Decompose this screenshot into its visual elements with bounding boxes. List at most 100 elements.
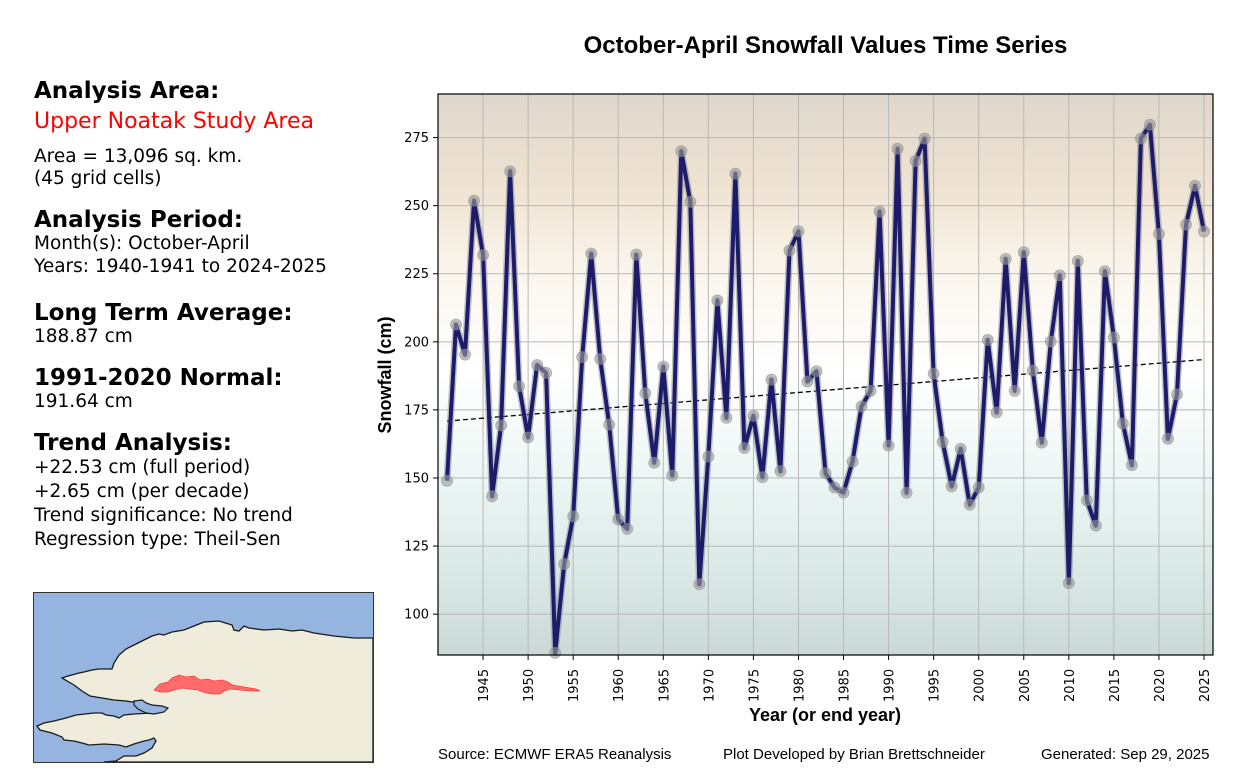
years: Years: 1940-1941 to 2024-2025 [34, 256, 327, 277]
data-point [486, 490, 499, 503]
area-name: Upper Noatak Study Area [34, 109, 314, 134]
data-point [1080, 494, 1093, 507]
long-term-average-heading: Long Term Average: [34, 300, 293, 326]
y-tick-label: 250 [404, 199, 429, 214]
x-tick-label: 1980 [792, 669, 807, 702]
data-point [738, 442, 751, 455]
x-tick-label: 2015 [1108, 669, 1123, 702]
data-point [729, 167, 742, 180]
data-point [783, 244, 796, 257]
x-axis-ticks: 1945 1950 1955 1960 1965 1970 1975 1980 1985 1990… [477, 655, 1213, 702]
data-point [621, 522, 634, 535]
data-point [981, 333, 994, 346]
data-point [576, 351, 589, 364]
x-tick-label: 1945 [477, 669, 492, 702]
x-tick-label: 2025 [1198, 669, 1213, 702]
data-point [954, 442, 967, 455]
trend-per-decade: +2.65 cm (per decade) [34, 481, 250, 502]
data-point [1152, 227, 1165, 240]
data-point [1134, 132, 1147, 145]
data-point [531, 358, 544, 371]
x-tick-label: 1960 [612, 669, 627, 702]
markers-group [441, 118, 1210, 659]
data-point [1197, 225, 1210, 238]
data-point [801, 375, 814, 388]
data-point [675, 145, 688, 158]
x-tick-label: 1995 [928, 669, 943, 702]
analysis-period-heading: Analysis Period: [34, 207, 243, 233]
data-point [855, 400, 868, 413]
data-point [900, 486, 913, 499]
months: Month(s): October-April [34, 233, 250, 254]
x-tick-label: 1950 [522, 669, 537, 702]
data-point [594, 352, 607, 365]
x-tick-label: 1970 [702, 669, 717, 702]
data-point [927, 367, 940, 380]
trend-analysis-heading: Trend Analysis: [34, 430, 232, 456]
data-point [549, 646, 562, 659]
chart-title: October-April Snowfall Values Time Serie… [583, 32, 1068, 59]
data-point [666, 469, 679, 482]
data-point [1143, 118, 1156, 131]
data-point [603, 418, 616, 431]
data-point [558, 558, 571, 571]
analysis-area-heading: Analysis Area: [34, 78, 220, 104]
data-point [1116, 417, 1129, 430]
data-point [810, 365, 823, 378]
data-point [1089, 519, 1102, 532]
data-point [1035, 436, 1048, 449]
data-point [909, 154, 922, 167]
plot-frame [437, 93, 1214, 656]
y-tick-label: 275 [404, 131, 429, 146]
x-tick-label: 1975 [747, 669, 762, 702]
data-point [873, 205, 886, 218]
trend-line [446, 358, 1205, 422]
data-point [720, 411, 733, 424]
area-size: Area = 13,096 sq. km. [34, 146, 243, 167]
data-point [1098, 265, 1111, 278]
data-point [774, 465, 787, 478]
data-point [1053, 269, 1066, 282]
data-point [837, 486, 850, 499]
trend-full-period: +22.53 cm (full period) [34, 457, 251, 478]
data-point [882, 439, 895, 452]
data-point [1188, 179, 1201, 192]
y-tick-label: 150 [404, 471, 429, 486]
data-point [1170, 388, 1183, 401]
normal-value: 191.64 cm [34, 391, 133, 412]
data-point [702, 450, 715, 463]
x-tick-label: 1990 [883, 669, 898, 702]
y-tick-label: 225 [404, 267, 429, 282]
data-point [657, 360, 670, 373]
data-point [999, 253, 1012, 266]
data-point [1044, 335, 1057, 348]
data-point [477, 248, 490, 261]
data-point [630, 248, 643, 261]
y-tick-label: 100 [404, 608, 429, 623]
data-point [459, 348, 472, 361]
data-point [819, 467, 832, 480]
footer-generated: Generated: Sep 29, 2025 [1041, 746, 1210, 763]
data-point [1161, 432, 1174, 445]
data-point [828, 481, 841, 494]
data-point [846, 455, 859, 468]
trend-line-group [446, 358, 1205, 422]
data-point [1062, 577, 1075, 590]
data-point [468, 194, 481, 207]
data-point [972, 481, 985, 494]
study-area-map [33, 592, 374, 763]
data-point [990, 406, 1003, 419]
data-point [612, 513, 625, 526]
y-axis-label: Snowfall (cm) [375, 316, 395, 433]
data-point [864, 384, 877, 397]
data-point [1107, 331, 1120, 344]
data-point [1071, 254, 1084, 267]
axes-frame [437, 93, 1214, 656]
data-point [684, 195, 697, 208]
data-point [504, 165, 517, 178]
x-tick-label: 2010 [1063, 669, 1078, 702]
data-point [711, 294, 724, 307]
trend-significance: Trend significance: No trend [34, 505, 293, 526]
grid-cells: (45 grid cells) [34, 168, 162, 189]
